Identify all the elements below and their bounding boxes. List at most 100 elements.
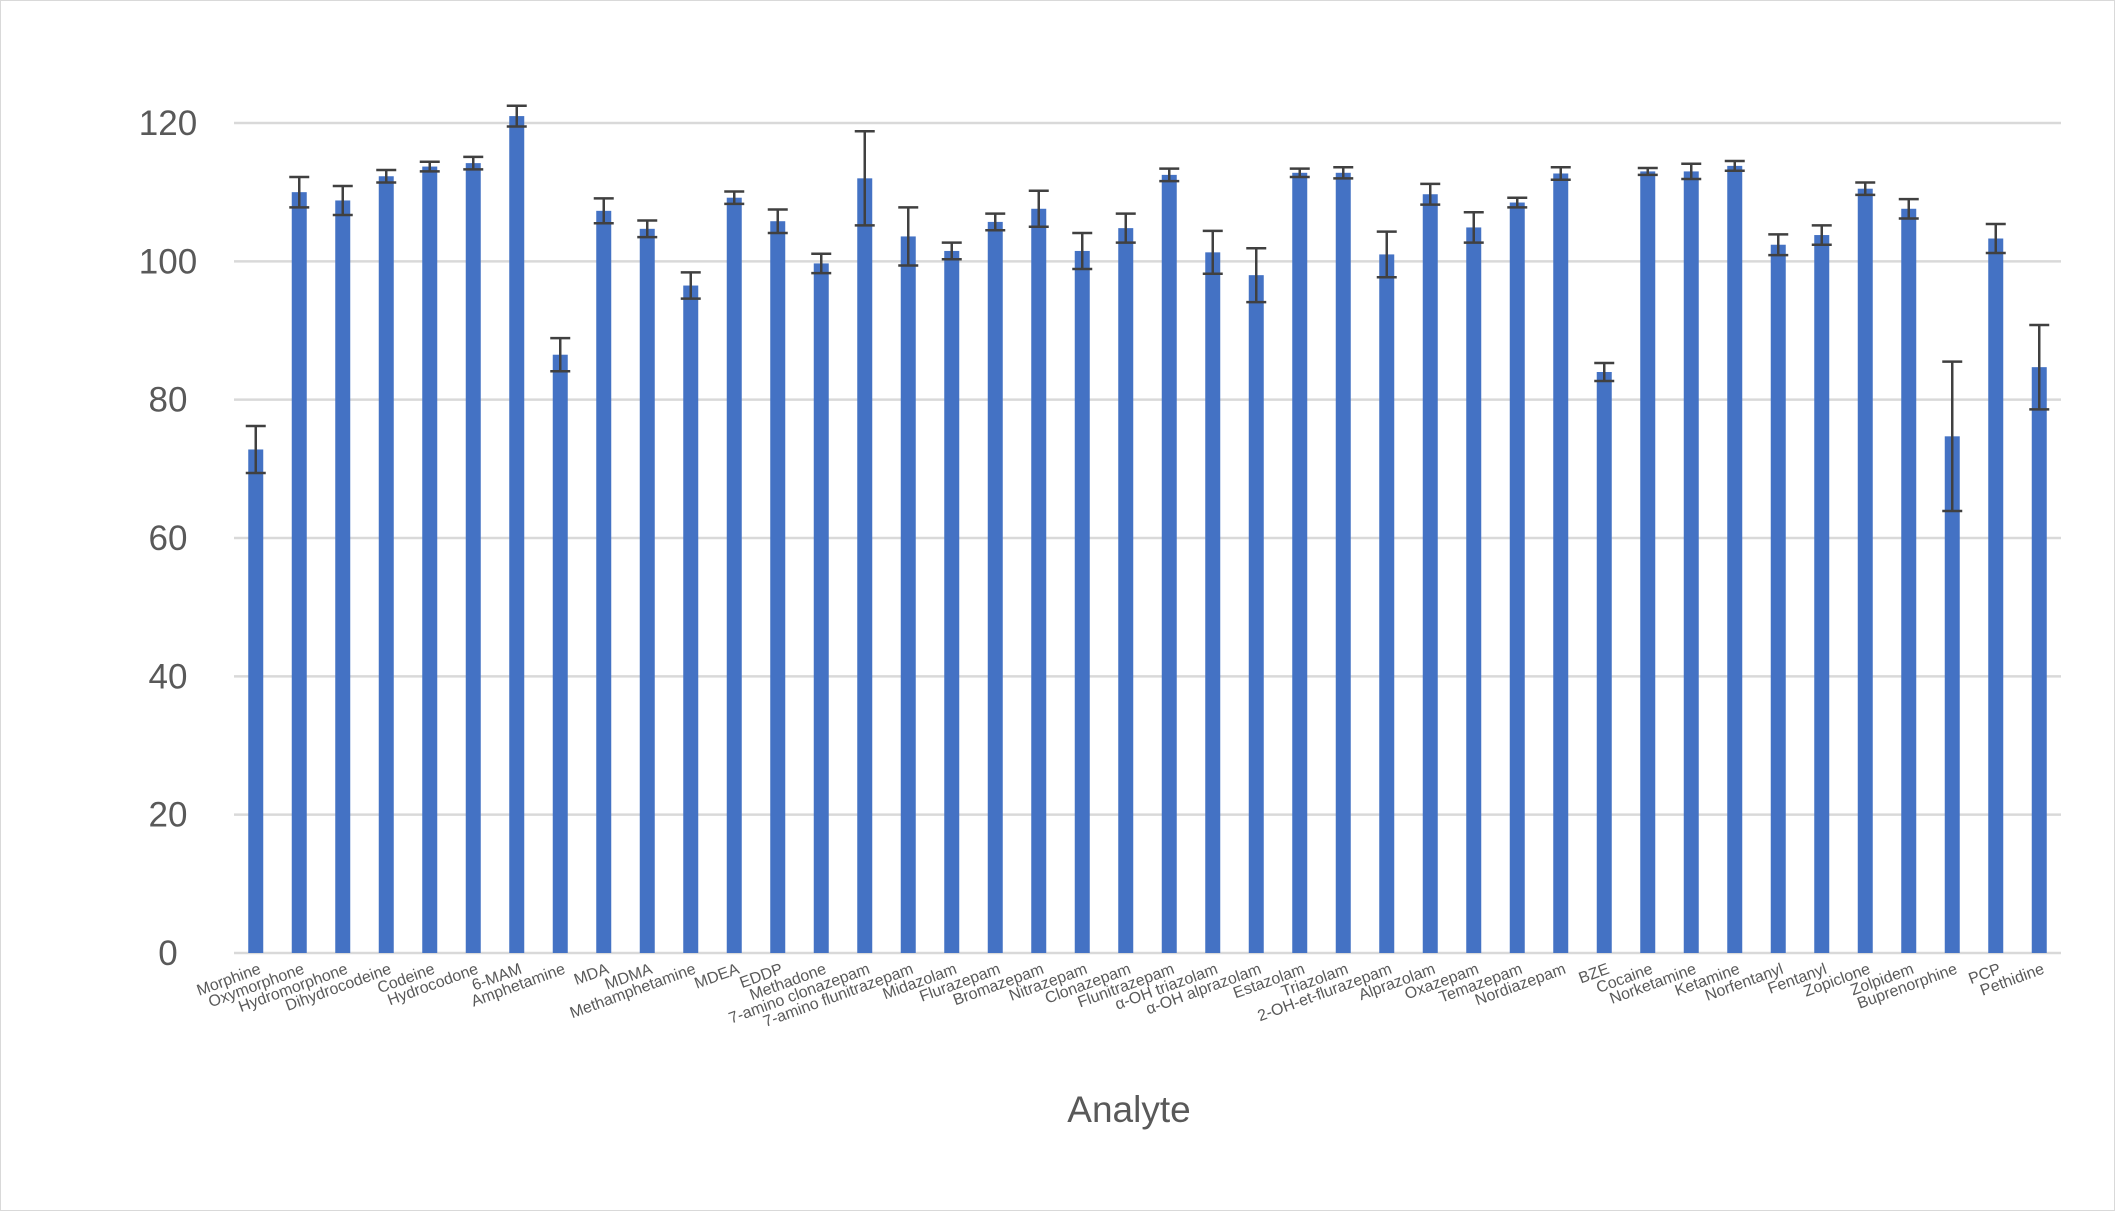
- bars: [248, 116, 2047, 954]
- bar-31: [1596, 372, 1612, 953]
- error-bar-7: [550, 336, 571, 373]
- gridlines: [234, 121, 2061, 955]
- bar-3: [378, 176, 394, 954]
- error-bar-32: [1637, 166, 1658, 177]
- error-bar-0: [245, 424, 266, 475]
- y-tick-label-0: 0: [158, 934, 177, 973]
- bar-2: [335, 200, 351, 953]
- error-bar-25: [1333, 166, 1354, 180]
- error-bar-30: [1550, 166, 1571, 181]
- error-bar-26: [1376, 230, 1397, 279]
- bar-26: [1379, 254, 1395, 953]
- error-bar-6: [506, 104, 527, 128]
- error-bar-5: [463, 155, 484, 171]
- bar-41: [2031, 367, 2047, 953]
- bar-35: [1770, 244, 1786, 953]
- bar-7: [552, 354, 568, 953]
- bar-24: [1292, 172, 1308, 954]
- error-bar-24: [1289, 167, 1310, 179]
- error-bar-4: [419, 160, 440, 173]
- error-bar-23: [1246, 246, 1267, 304]
- bar-4: [422, 166, 438, 953]
- error-bar-15: [898, 206, 919, 267]
- bar-25: [1335, 172, 1351, 954]
- error-bar-13: [811, 252, 832, 275]
- error-bar-35: [1768, 233, 1789, 257]
- y-axis-ticks: 0 20 40 60 80 100 120: [139, 104, 197, 973]
- error-bar-9: [637, 219, 658, 239]
- bar-19: [1074, 250, 1090, 954]
- y-tick-label-40: 40: [149, 657, 188, 696]
- error-bar-37: [1855, 181, 1876, 197]
- bar-23: [1248, 275, 1264, 954]
- y-tick-label-60: 60: [149, 519, 188, 558]
- bar-22: [1205, 252, 1221, 953]
- y-tick-label-80: 80: [149, 381, 188, 420]
- bar-13: [813, 263, 829, 953]
- bar-8: [596, 210, 612, 953]
- bar-1: [291, 192, 307, 953]
- bar-30: [1553, 173, 1569, 953]
- error-bar-20: [1115, 212, 1136, 244]
- bar-17: [987, 221, 1003, 954]
- bar-29: [1509, 202, 1525, 953]
- bar-33: [1683, 171, 1699, 953]
- error-bar-18: [1028, 189, 1049, 228]
- bar-28: [1466, 227, 1482, 954]
- error-bar-40: [1985, 222, 2006, 255]
- error-bar-38: [1898, 197, 1919, 220]
- error-bar-12: [767, 208, 788, 235]
- bar-40: [1988, 238, 2004, 954]
- bar-12: [770, 221, 786, 953]
- error-bar-16: [941, 241, 962, 261]
- bar-18: [1031, 208, 1047, 953]
- bar-32: [1640, 171, 1656, 953]
- category-label-11: MDEA: [692, 961, 742, 993]
- error-bar-8: [593, 197, 614, 225]
- error-bar-27: [1420, 182, 1441, 206]
- bar-15: [900, 236, 916, 953]
- bar-34: [1727, 165, 1743, 954]
- error-bar-33: [1681, 162, 1702, 181]
- error-bar-21: [1159, 167, 1180, 183]
- bar-6: [509, 116, 525, 954]
- bar-14: [857, 178, 873, 954]
- error-bar-41: [2029, 323, 2050, 411]
- error-bar-19: [1072, 231, 1093, 271]
- bar-20: [1118, 228, 1134, 954]
- bar-11: [726, 197, 742, 953]
- bar-37: [1857, 188, 1873, 954]
- bar-5: [465, 163, 481, 953]
- error-bars: [245, 104, 2050, 513]
- error-bar-3: [376, 168, 397, 184]
- bar-0: [248, 449, 264, 953]
- bar-10: [683, 285, 699, 954]
- error-bar-34: [1724, 159, 1745, 172]
- bar-27: [1422, 194, 1438, 953]
- error-bar-29: [1507, 196, 1528, 209]
- error-bar-39: [1942, 360, 1963, 513]
- error-bar-22: [1202, 229, 1223, 276]
- bar-38: [1901, 208, 1917, 953]
- error-bar-11: [724, 190, 745, 206]
- error-bar-36: [1811, 224, 1832, 246]
- category-labels: MorphineOxymorphoneHydromorphoneDihydroc…: [195, 961, 2047, 1031]
- error-bar-17: [985, 212, 1006, 232]
- error-bar-10: [680, 271, 701, 300]
- error-bar-28: [1463, 210, 1484, 244]
- bar-39: [1944, 436, 1960, 953]
- error-bar-31: [1594, 361, 1615, 383]
- bar-9: [639, 228, 655, 953]
- bar-16: [944, 250, 960, 954]
- y-tick-label-120: 120: [139, 104, 197, 143]
- x-axis-title: Analyte: [1067, 1089, 1190, 1130]
- error-bar-1: [289, 175, 310, 209]
- y-tick-label-100: 100: [139, 242, 197, 281]
- error-bar-2: [332, 184, 353, 217]
- y-tick-label-20: 20: [149, 796, 188, 835]
- bar-36: [1814, 235, 1830, 954]
- error-bar-14: [854, 130, 875, 227]
- bar-21: [1161, 174, 1177, 953]
